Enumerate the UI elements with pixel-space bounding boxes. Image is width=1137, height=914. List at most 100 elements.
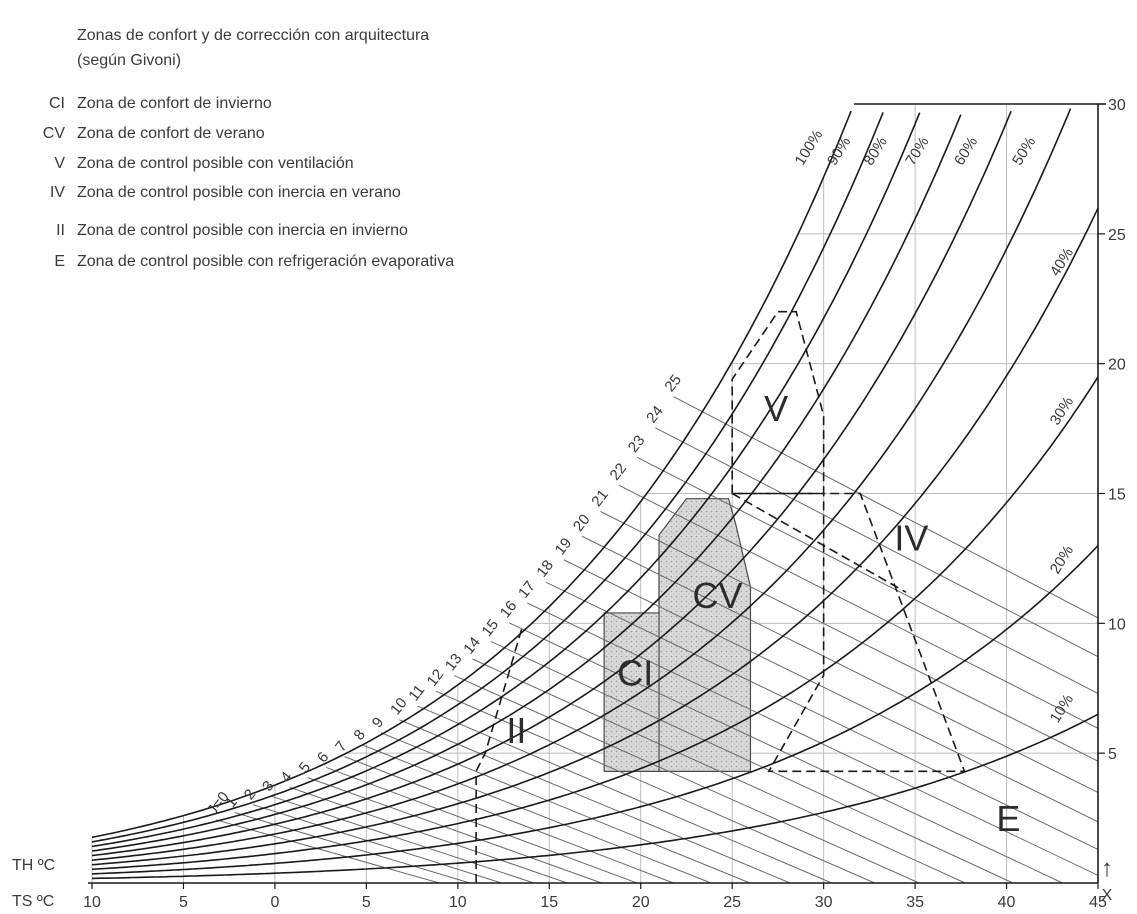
y-tick-label-4: 25 xyxy=(1108,227,1126,244)
legend: Zonas de confort y de corrección con arq… xyxy=(43,27,454,270)
wet-bulb-line-6 xyxy=(325,766,638,884)
wet-bulb-line-19 xyxy=(563,559,1098,823)
rh-label-40pct: 40% xyxy=(1047,245,1077,279)
x-tick-label-2: 0 xyxy=(270,894,279,911)
zone-label-ci: CI xyxy=(617,653,653,694)
zone-fills xyxy=(603,498,752,772)
x-tick-label-3: 5 xyxy=(362,894,371,911)
wet-bulb-label-21: 21 xyxy=(588,486,612,510)
relative-humidity-curves xyxy=(91,108,1099,880)
zone-label-cv: CV xyxy=(693,575,743,616)
rh-curve-30pct xyxy=(91,376,1099,871)
wet-bulb-label-6: 6 xyxy=(314,749,333,766)
wet-bulb-line-16 xyxy=(508,622,1063,884)
legend-code-cv: CV xyxy=(43,125,66,142)
rh-label-30pct: 30% xyxy=(1047,394,1077,428)
wet-bulb-line-12 xyxy=(435,690,875,884)
zone-boundary-iv-inner xyxy=(731,492,907,593)
wet-bulb-line-9 xyxy=(380,732,751,884)
wet-bulb-line-23 xyxy=(636,456,1098,694)
wet-bulb-label-23: 23 xyxy=(625,432,649,456)
x-tick-label-9: 35 xyxy=(906,894,924,911)
zone-label-ii: II xyxy=(506,710,526,751)
wet-bulb-line-24 xyxy=(655,427,1098,658)
wet-bulb-label-10: 10 xyxy=(387,695,411,719)
y-tick-label-1: 10 xyxy=(1108,616,1126,633)
wet-bulb-line-13 xyxy=(453,675,920,884)
rh-label-100pct: 100% xyxy=(792,127,827,169)
rh-curve-50pct xyxy=(91,108,1072,861)
rh-label-10pct: 10% xyxy=(1047,691,1077,725)
wet-bulb-line-25 xyxy=(673,396,1098,619)
legend-text-e: Zona de control posible con refrigeració… xyxy=(77,253,454,270)
rh-curve-100pct xyxy=(91,110,852,839)
wet-bulb-label-8: 8 xyxy=(350,726,369,743)
wet-bulb-line-14 xyxy=(472,658,966,884)
rh-curve-10pct xyxy=(91,713,1099,880)
rh-label-50pct: 50% xyxy=(1009,134,1039,168)
axes: 10 5 0 5 10 15 20 25 30 35 40 45 5 10 15 20 25 30 xyxy=(83,97,1126,911)
up-arrow-icon: ↑ xyxy=(1101,855,1113,882)
wet-bulb-line-2 xyxy=(252,804,502,884)
rh-curve-70pct xyxy=(91,114,962,852)
wet-bulb-label-12: 12 xyxy=(424,666,448,690)
x-axis-label: X xyxy=(1102,887,1113,904)
zone-outline-iv xyxy=(732,492,966,773)
wet-bulb-line-18 xyxy=(545,581,1098,850)
zone-outlines xyxy=(475,310,966,883)
wet-bulb-line-8 xyxy=(362,744,712,884)
rh-curve-90pct xyxy=(91,112,884,843)
rh-label-90pct: 90% xyxy=(824,134,854,168)
y-tick-label-3: 20 xyxy=(1108,357,1126,374)
chart-title-line2: (según Givoni) xyxy=(77,52,181,69)
wet-bulb-label-11: 11 xyxy=(405,682,428,705)
legend-code-ii: II xyxy=(56,222,65,239)
x-tick-label-1: 5 xyxy=(179,894,188,911)
legend-code-iv: IV xyxy=(50,184,65,201)
wet-bulb-label-18: 18 xyxy=(533,557,557,581)
wet-bulb-line-21 xyxy=(600,511,1098,762)
wet-bulb-line-15 xyxy=(490,640,1014,884)
wet-bulb-label-20: 20 xyxy=(570,511,594,535)
wet-bulb-label-14: 14 xyxy=(460,634,484,658)
wet-bulb-line-20 xyxy=(581,535,1098,793)
legend-text-ci: Zona de confort de invierno xyxy=(77,95,272,112)
wet-bulb-label-9: 9 xyxy=(369,714,388,731)
y-tick-label-0: 5 xyxy=(1108,746,1117,763)
wet-bulb-line-10 xyxy=(399,719,791,884)
rh-curve-80pct xyxy=(91,112,921,848)
rh-label-70pct: 70% xyxy=(902,134,932,168)
wet-bulb-label-25: 25 xyxy=(661,372,685,396)
rh-curve-40pct xyxy=(91,207,1099,866)
y-tick-label-2: 15 xyxy=(1108,487,1126,504)
x-tick-label-7: 25 xyxy=(723,894,741,911)
legend-text-v: Zona de control posible con ventilación xyxy=(77,155,354,172)
zone-outline-ii xyxy=(475,628,523,883)
wet-bulb-line-11 xyxy=(417,705,832,884)
chart-title-line1: Zonas de confort y de corrección con arq… xyxy=(77,27,429,44)
y-tick-label-5: 30 xyxy=(1108,97,1126,114)
x-tick-label-10: 40 xyxy=(998,894,1016,911)
wet-bulb-line-7 xyxy=(344,756,674,884)
th-axis-label: TH ºC xyxy=(12,857,55,874)
ts-axis-label: TS ºC xyxy=(12,893,54,910)
rh-curve-60pct xyxy=(91,110,1012,857)
legend-code-v: V xyxy=(54,155,65,172)
rh-curve-20pct xyxy=(91,545,1099,875)
zone-label-e: E xyxy=(996,798,1020,839)
wet-bulb-line-0 xyxy=(216,819,440,884)
legend-text-iv: Zona de control posible con inercia en v… xyxy=(77,184,401,201)
legend-code-ci: CI xyxy=(49,95,65,112)
wet-bulb-label-5: 5 xyxy=(296,759,315,776)
wet-bulb-label-22: 22 xyxy=(607,460,631,484)
wet-bulb-label-13: 13 xyxy=(442,650,466,674)
legend-code-e: E xyxy=(54,253,65,270)
x-tick-label-6: 20 xyxy=(632,894,650,911)
legend-text-ii: Zona de control posible con inercia en i… xyxy=(77,222,408,239)
wet-bulb-label-19: 19 xyxy=(552,535,576,559)
rh-label-60pct: 60% xyxy=(951,134,981,168)
wet-bulb-line-3 xyxy=(271,795,535,884)
legend-text-cv: Zona de confort de verano xyxy=(77,125,265,142)
